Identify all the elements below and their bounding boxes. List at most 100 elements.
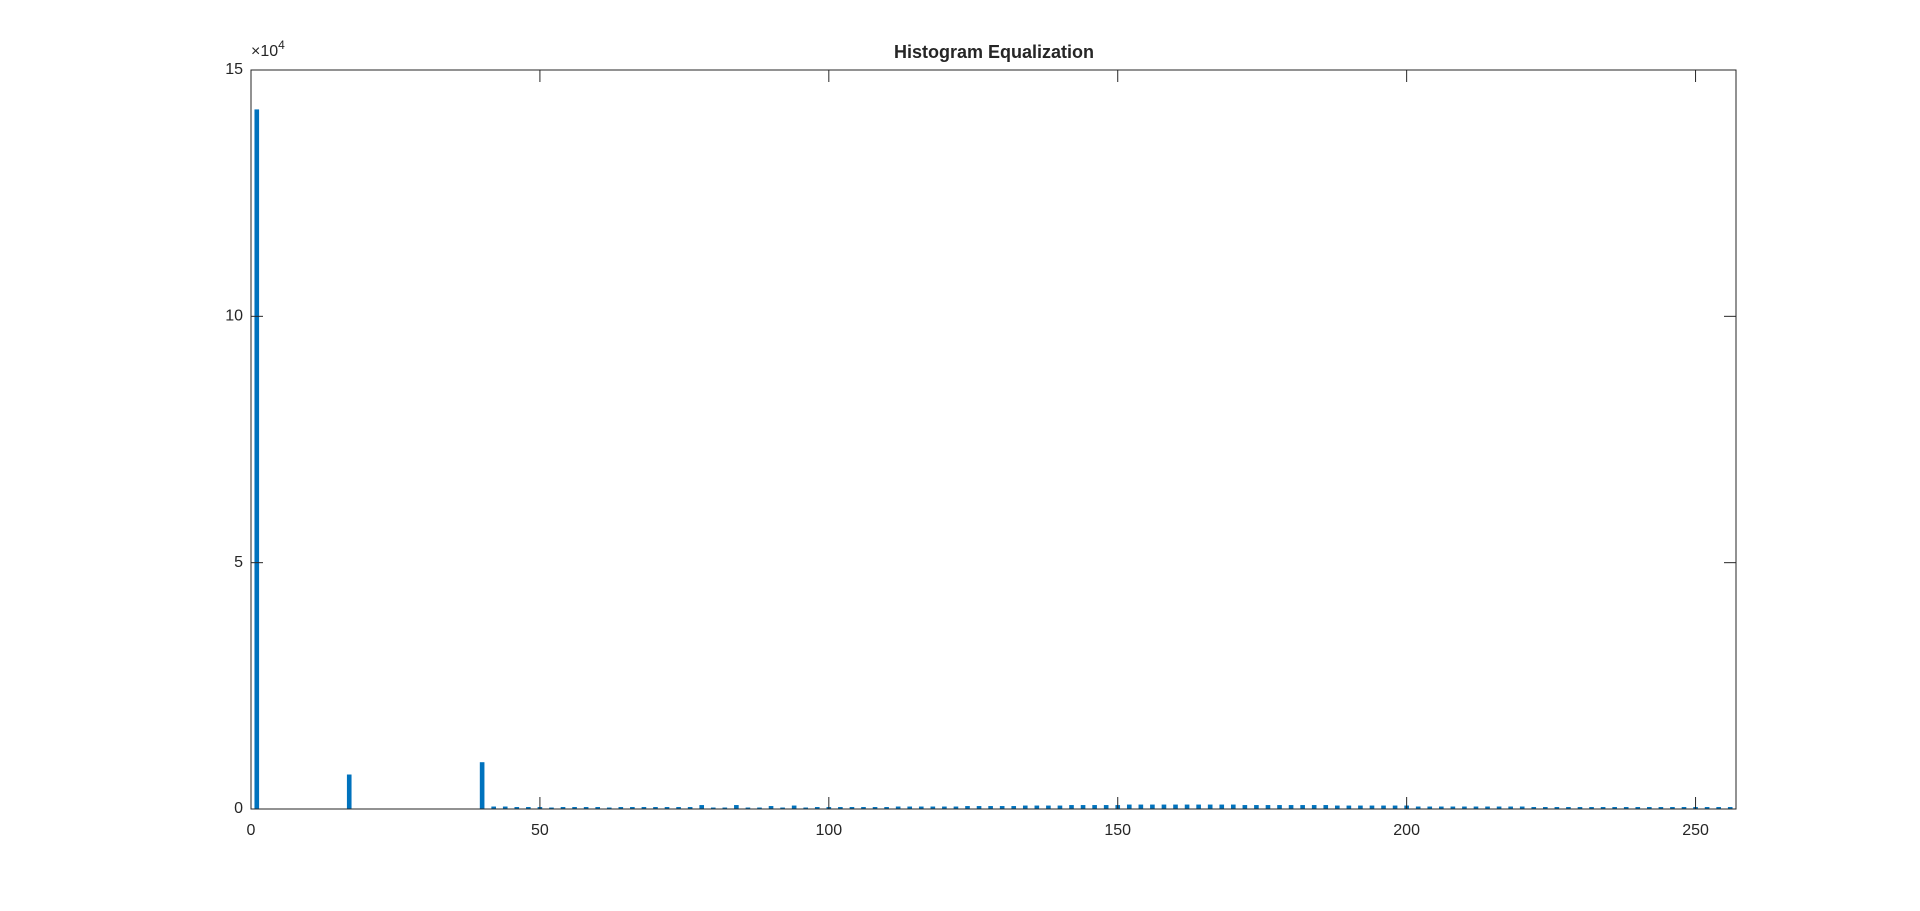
- bar: [491, 806, 496, 809]
- bar: [999, 806, 1005, 809]
- bar: [1554, 807, 1560, 809]
- bar: [1450, 806, 1456, 809]
- bar: [1126, 804, 1132, 809]
- bar: [1531, 807, 1537, 809]
- bar: [953, 806, 959, 809]
- bar: [1161, 804, 1167, 809]
- bar: [1439, 806, 1444, 809]
- bar: [653, 807, 658, 809]
- x-tick-label: 250: [1682, 822, 1709, 839]
- y-multiplier-base: ×10: [251, 43, 278, 60]
- y-tick-label: 5: [234, 554, 243, 571]
- x-tick-label: 50: [531, 822, 549, 839]
- bar: [988, 806, 993, 809]
- bar: [1207, 804, 1213, 809]
- bar: [1681, 807, 1687, 809]
- bar: [872, 807, 878, 809]
- bar: [1323, 805, 1329, 809]
- bar: [1462, 806, 1467, 809]
- bar: [1011, 806, 1017, 809]
- bar: [618, 807, 624, 809]
- bar: [884, 807, 889, 809]
- x-tick-label: 0: [247, 822, 256, 839]
- bar: [838, 807, 843, 809]
- bar: [583, 807, 589, 809]
- bar: [1704, 807, 1710, 809]
- bar: [1369, 805, 1375, 809]
- bar: [745, 807, 751, 809]
- y-tick-label: 10: [225, 308, 243, 325]
- axes-box: [250, 69, 1737, 810]
- bar: [1358, 805, 1363, 809]
- bar: [606, 807, 612, 809]
- bar: [1473, 806, 1479, 809]
- y-tick-label: 0: [234, 800, 243, 817]
- bar: [514, 807, 520, 809]
- bar: [560, 807, 566, 809]
- bar: [791, 805, 797, 809]
- bar: [1277, 805, 1282, 809]
- bar: [1612, 807, 1617, 809]
- bar: [1069, 805, 1074, 809]
- bar: [803, 807, 809, 809]
- bar: [664, 807, 670, 809]
- bar: [1300, 805, 1305, 809]
- bar: [1716, 807, 1721, 809]
- bar: [965, 806, 970, 809]
- bar: [1034, 805, 1040, 809]
- bar: [918, 806, 924, 809]
- bar: [1392, 805, 1398, 809]
- x-tick-label: 200: [1393, 822, 1420, 839]
- bar: [734, 805, 739, 809]
- bar: [1080, 805, 1086, 809]
- bar: [710, 807, 716, 809]
- bar: [630, 807, 635, 809]
- bar: [1577, 807, 1583, 809]
- bar: [814, 807, 820, 809]
- bar: [687, 807, 693, 809]
- bar: [1230, 804, 1236, 809]
- bar: [549, 807, 554, 809]
- bar: [1242, 805, 1248, 809]
- bar: [1022, 805, 1028, 809]
- bar: [572, 807, 577, 809]
- bar: [976, 806, 982, 809]
- bar: [1727, 807, 1733, 809]
- bar: [1288, 805, 1294, 809]
- bar: [849, 807, 855, 809]
- bar: [254, 109, 260, 809]
- y-multiplier: ×104: [251, 38, 285, 60]
- bar: [1311, 805, 1317, 809]
- x-tick-label: 150: [1104, 822, 1131, 839]
- bar: [1334, 805, 1340, 809]
- bar: [595, 807, 601, 809]
- bar: [1150, 804, 1155, 809]
- bar: [1647, 807, 1652, 809]
- bar: [1623, 807, 1629, 809]
- y-tick-label: 15: [225, 61, 243, 78]
- x-tick-label: 100: [815, 822, 842, 839]
- bar: [1496, 806, 1502, 809]
- bar: [1381, 805, 1386, 809]
- bar: [502, 806, 508, 809]
- bar: [1092, 805, 1097, 809]
- bar: [861, 807, 866, 809]
- bar: [780, 807, 785, 809]
- bar: [641, 807, 647, 809]
- y-multiplier-exponent: 4: [278, 38, 285, 52]
- bar: [699, 805, 705, 809]
- bar: [768, 806, 774, 809]
- bar: [1566, 807, 1571, 809]
- bar: [1427, 806, 1433, 809]
- bar: [676, 807, 681, 809]
- bar: [757, 807, 762, 809]
- bar: [895, 806, 901, 809]
- bar: [346, 774, 352, 809]
- bar: [930, 806, 936, 809]
- bar: [1103, 805, 1109, 809]
- bar: [1046, 805, 1051, 809]
- bar: [1196, 804, 1201, 809]
- bar: [1346, 805, 1352, 809]
- bar: [1138, 804, 1144, 809]
